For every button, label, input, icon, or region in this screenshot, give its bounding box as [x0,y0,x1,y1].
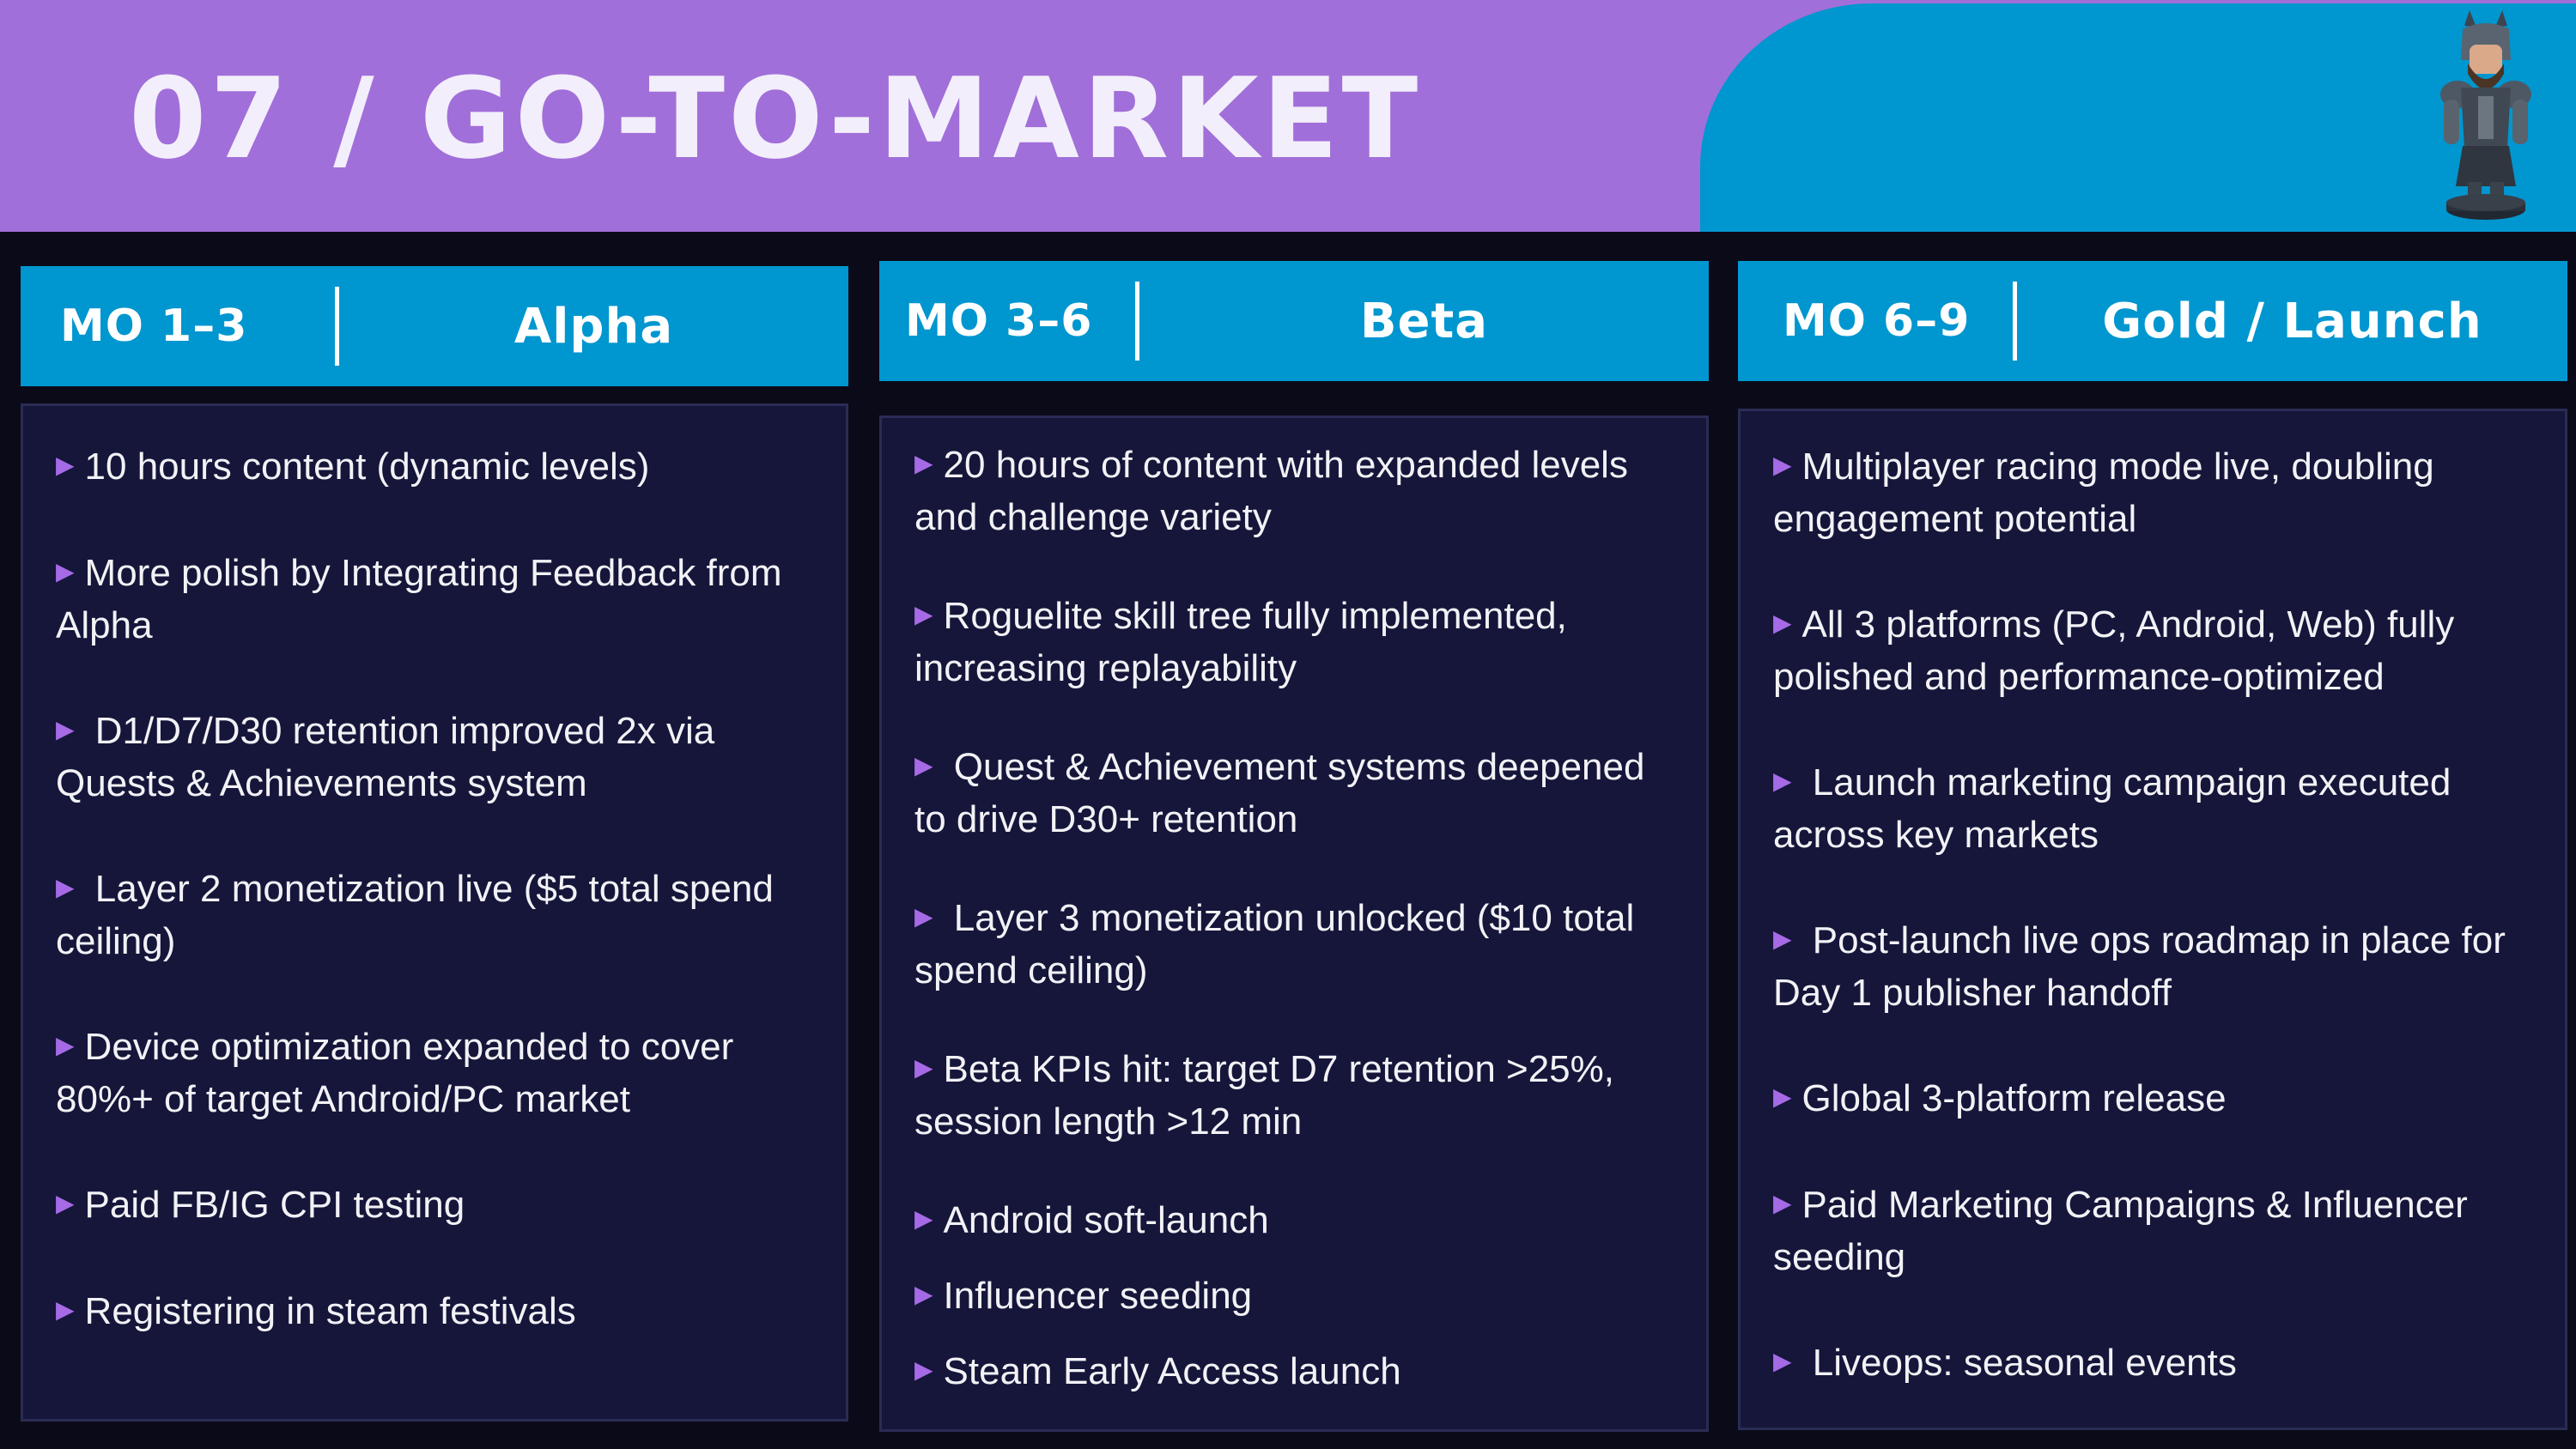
list-item: ▶ Roguelite skill tree fully implemented,… [914,595,1567,689]
triangle-bullet-icon: ▶ [914,903,933,930]
triangle-bullet-icon: ▶ [56,1296,75,1323]
list-item: ▶ D1/D7/D30 retention improved 2x via Qu… [56,710,715,804]
phase-divider [335,287,339,366]
phase-divider [1135,282,1139,361]
list-item: ▶ Multiplayer racing mode live, doubling … [1773,446,2434,540]
triangle-bullet-icon: ▶ [914,752,933,779]
list-item: ▶ Quest & Achievement systems deepened t… [914,746,1645,840]
list-item: ▶ Android soft-launch [914,1199,1269,1241]
page-title: 07 / GO-TO-MARKET [129,53,1422,184]
list-item: ▶ All 3 platforms (PC, Android, Web) full… [1773,603,2455,698]
list-item: ▶ More polish by Integrating Feedback fro… [56,552,782,646]
triangle-bullet-icon: ▶ [1773,452,1792,478]
phase-header-alpha: MO 1–3 Alpha [21,266,848,386]
list-item: ▶ Layer 3 monetization unlocked ($10 tot… [914,897,1635,991]
phase-header-gold-launch: MO 6–9 Gold / Launch [1738,261,2567,381]
header-banner: 07 / GO-TO-MARKET [0,0,2576,232]
list-item: ▶ Beta KPIs hit: target D7 retention >25%… [914,1048,1614,1143]
phase-box-gold-launch: ▶ Multiplayer racing mode live, doubling … [1738,409,2567,1430]
list-item: ▶ Registering in steam festivals [56,1290,576,1332]
phase-divider [2013,282,2017,361]
list-item: ▶ Steam Early Access launch [914,1350,1401,1392]
triangle-bullet-icon: ▶ [56,1032,75,1058]
armored-warrior-figurine-icon [2440,10,2531,220]
triangle-bullet-icon: ▶ [914,1281,933,1307]
phase-name-label: Alpha [513,298,674,355]
phase-month-label: MO 1–3 [60,300,248,352]
phase-month-label: MO 6–9 [1783,295,1971,347]
list-item: ▶ Device optimization expanded to cover 8… [56,1026,734,1120]
list-item: ▶ Paid FB/IG CPI testing [56,1184,465,1226]
triangle-bullet-icon: ▶ [1773,1083,1792,1110]
phase-box-alpha: ▶ 10 hours content (dynamic levels) ▶ More… [21,403,848,1422]
list-item: ▶ Paid Marketing Campaigns & Influencer s… [1773,1184,2468,1278]
list-item: ▶ Launch marketing campaign executed acr… [1773,761,2451,856]
triangle-bullet-icon: ▶ [56,452,75,478]
list-item: ▶ Post-launch live ops roadmap in place … [1773,919,2506,1014]
triangle-bullet-icon: ▶ [914,1054,933,1081]
triangle-bullet-icon: ▶ [1773,1348,1792,1374]
triangle-bullet-icon: ▶ [1773,1190,1792,1216]
phase-name-label: Gold / Launch [2102,293,2482,349]
triangle-bullet-icon: ▶ [1773,609,1792,636]
triangle-bullet-icon: ▶ [914,1356,933,1383]
list-item: ▶ 10 hours content (dynamic levels) [56,446,650,488]
triangle-bullet-icon: ▶ [1773,925,1792,952]
phase-box-beta: ▶ 20 hours of content with expanded level… [879,415,1709,1432]
triangle-bullet-icon: ▶ [914,601,933,627]
triangle-bullet-icon: ▶ [914,450,933,476]
header-accent-shape [1700,3,2576,232]
list-item: ▶ Liveops: seasonal events [1773,1342,2237,1384]
triangle-bullet-icon: ▶ [914,1205,933,1232]
list-item: ▶ Influencer seeding [914,1275,1253,1317]
list-item: ▶ Global 3-platform release [1773,1077,2227,1119]
triangle-bullet-icon: ▶ [1773,767,1792,794]
triangle-bullet-icon: ▶ [56,1190,75,1216]
phase-name-label: Beta [1359,293,1489,349]
list-item: ▶ Layer 2 monetization live ($5 total sp… [56,868,774,962]
triangle-bullet-icon: ▶ [56,558,75,585]
triangle-bullet-icon: ▶ [56,874,75,900]
phase-header-beta: MO 3–6 Beta [879,261,1709,381]
triangle-bullet-icon: ▶ [56,716,75,743]
phase-month-label: MO 3–6 [905,295,1093,347]
list-item: ▶ 20 hours of content with expanded level… [914,444,1628,538]
